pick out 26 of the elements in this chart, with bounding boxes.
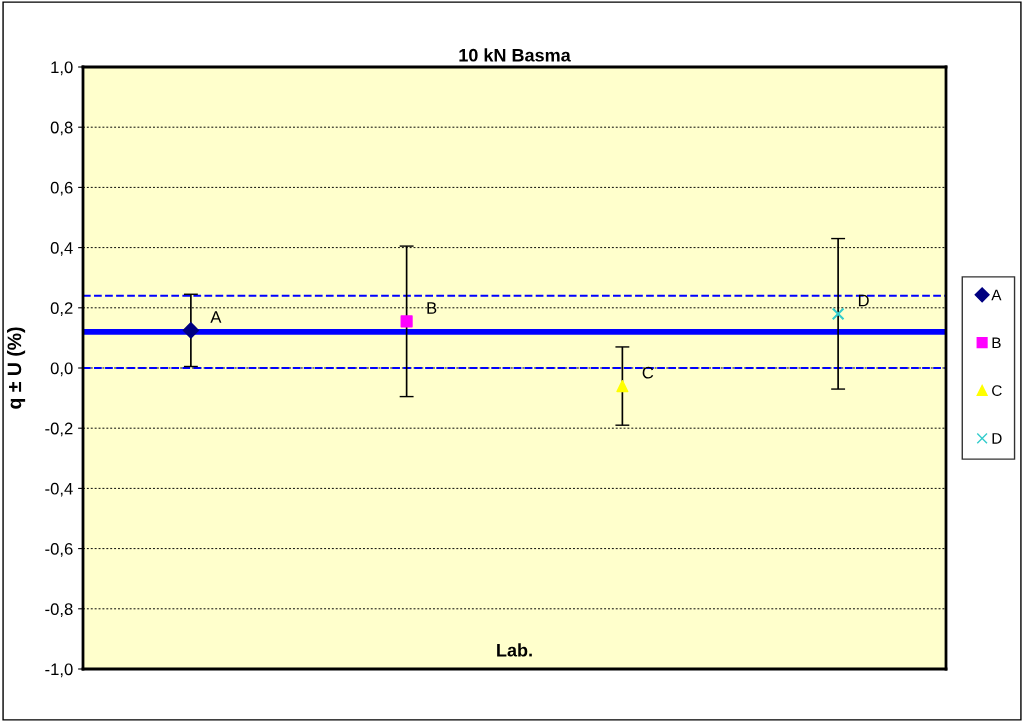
- text: B: [427, 302, 437, 314]
- text: A: [210, 311, 222, 323]
- legend-label: A: [991, 289, 1002, 301]
- y-tick-label: 0,4: [50, 242, 73, 256]
- point: [616, 379, 629, 393]
- y-tick-label: -0,4: [45, 482, 73, 497]
- y-tick-label: 1,0: [51, 61, 73, 76]
- chart-title: 10 kN Basma: [459, 48, 571, 62]
- point: [182, 322, 200, 339]
- legend-label: C: [992, 385, 1002, 397]
- y-tick-label: -1,0: [45, 663, 73, 678]
- point: [831, 307, 845, 321]
- x-axis-title: Lab.: [497, 643, 532, 657]
- y-tick-label: 0,8: [50, 121, 73, 136]
- y-tick-label: 0,2: [50, 302, 73, 316]
- text: C: [642, 366, 654, 379]
- y-tick-label: -0,2: [45, 422, 73, 437]
- y-tick-label: 0,0: [50, 362, 73, 377]
- point: [400, 315, 413, 328]
- y-tick-label: 0,6: [50, 181, 73, 196]
- y-tick-label: -0,8: [45, 603, 73, 617]
- y-tick-label: -0,6: [45, 543, 73, 557]
- y-axis-title: q ± U (%): [6, 327, 26, 409]
- legend-label: B: [992, 337, 1001, 349]
- legend-label: D: [992, 433, 1002, 444]
- text: D: [858, 294, 869, 307]
